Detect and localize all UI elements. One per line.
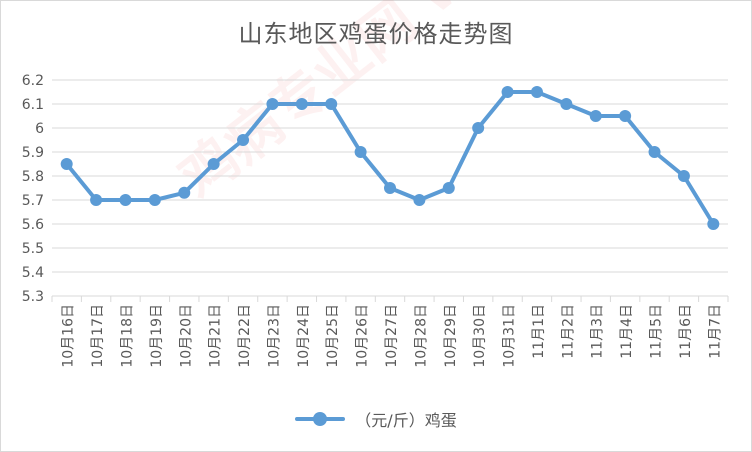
legend-label: （元/斤）鸡蛋 — [355, 411, 457, 430]
y-tick-label: 6.1 — [22, 97, 44, 113]
y-tick-label: 5.8 — [22, 169, 44, 185]
data-point — [207, 158, 220, 170]
x-tick-label: 10月17日 — [90, 304, 106, 368]
x-axis: 10月16日 10月17日 10月18日 10月19日 10月20日 10月21日 10月2… — [51, 296, 729, 368]
data-point — [560, 98, 573, 110]
data-point — [178, 186, 191, 199]
y-tick-label: 6 — [35, 121, 44, 137]
data-point — [530, 86, 543, 98]
gridlines — [52, 79, 728, 297]
y-tick-label: 5.3 — [22, 289, 44, 305]
x-tick-label: 10月26日 — [355, 304, 371, 368]
data-point — [119, 194, 132, 206]
data-point — [619, 110, 632, 122]
x-tick-label: 11月6日 — [678, 304, 694, 359]
data-point — [60, 158, 73, 170]
series-line — [64, 90, 716, 226]
x-tick-label: 10月31日 — [502, 304, 518, 368]
x-tick-label: 10月18日 — [119, 304, 135, 368]
data-point — [707, 218, 720, 230]
data-point — [677, 170, 690, 182]
x-tick-label: 10月30日 — [472, 304, 488, 368]
series-line-eggs — [60, 86, 720, 230]
y-tick-label: 5.9 — [22, 145, 44, 161]
x-tick-label: 10月24日 — [296, 304, 312, 368]
x-tick-label: 10月23日 — [266, 304, 282, 368]
data-point — [325, 98, 338, 110]
x-tick-label: 11月3日 — [590, 304, 606, 359]
x-tick-label: 10月22日 — [237, 304, 253, 368]
data-point — [413, 194, 426, 206]
data-point — [442, 182, 455, 194]
y-tick-label: 5.7 — [22, 193, 44, 209]
y-tick-label: 5.6 — [22, 217, 44, 233]
x-tick-label: 10月29日 — [443, 304, 459, 368]
x-tick-label: 10月28日 — [413, 304, 429, 368]
x-tick-label: 10月20日 — [178, 304, 194, 368]
x-tick-label: 10月27日 — [384, 304, 400, 368]
data-point — [472, 122, 485, 134]
data-point — [354, 146, 367, 158]
y-axis-ticks: 6.2 6.1 6 5.9 5.8 5.7 5.6 5.5 5.4 5.3 — [22, 73, 44, 305]
y-tick-label: 5.4 — [22, 265, 44, 281]
data-point — [295, 98, 308, 110]
data-point — [589, 110, 602, 122]
y-tick-label: 6.2 — [22, 73, 44, 89]
x-tick-label: 11月5日 — [649, 304, 665, 359]
data-point — [648, 146, 661, 158]
legend: （元/斤）鸡蛋 — [0, 404, 752, 434]
x-tick-label: 10月19日 — [149, 304, 165, 368]
x-tick-label: 10月21日 — [208, 304, 224, 368]
data-point — [90, 194, 103, 206]
data-point — [237, 134, 250, 146]
x-tick-label: 10月25日 — [325, 304, 341, 368]
data-point — [148, 194, 161, 206]
x-tick-label: 11月4日 — [619, 304, 635, 359]
data-point — [384, 182, 396, 194]
x-tick-label: 10月16日 — [61, 304, 77, 368]
data-point — [501, 86, 514, 98]
line-with-circle-icon — [295, 411, 346, 427]
chart-title: 山东地区鸡蛋价格走势图 — [238, 20, 514, 48]
x-tick-label: 11月2日 — [560, 304, 576, 359]
y-tick-label: 5.5 — [22, 241, 44, 257]
x-tick-label: 11月7日 — [707, 304, 723, 359]
data-point — [266, 98, 279, 110]
x-tick-label: 11月1日 — [531, 304, 547, 359]
